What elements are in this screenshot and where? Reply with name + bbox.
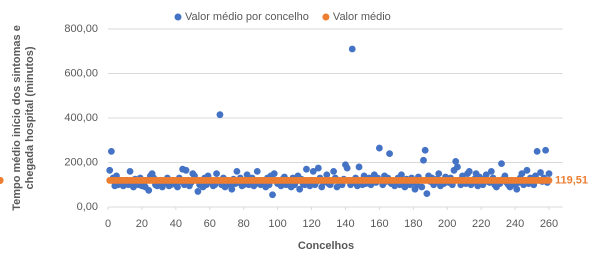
- x-tick-label: 140: [336, 218, 354, 230]
- y-axis-title-line: Tempo médio início dos sintomas e: [11, 25, 23, 211]
- point: [518, 170, 526, 178]
- point: [221, 183, 229, 191]
- point: [423, 190, 431, 198]
- point: [233, 168, 241, 175]
- point: [542, 146, 550, 154]
- point: [435, 170, 443, 178]
- x-tick-label: 160: [370, 218, 388, 230]
- x-tick-label: 180: [404, 218, 422, 230]
- x-tick-label: 80: [238, 218, 250, 230]
- point: [343, 164, 351, 172]
- point: [107, 147, 115, 155]
- point: [145, 186, 153, 194]
- point: [126, 168, 134, 175]
- annotation: 119,51: [555, 174, 588, 186]
- y-tick-label: 400,00: [64, 112, 98, 124]
- x-tick-label: 60: [204, 218, 216, 230]
- point: [421, 146, 429, 154]
- x-tick-label: 260: [540, 218, 558, 230]
- point: [487, 168, 495, 175]
- point: [330, 168, 337, 175]
- point: [482, 171, 490, 179]
- x-tick-label: 220: [472, 218, 490, 230]
- x-tick-label: 0: [105, 218, 111, 230]
- point: [106, 166, 114, 174]
- point: [355, 163, 363, 171]
- point: [533, 147, 541, 155]
- y-tick-label: 600,00: [64, 67, 98, 79]
- point: [269, 191, 276, 199]
- point: [465, 168, 473, 175]
- point: [182, 166, 190, 174]
- point: [253, 168, 261, 175]
- point: [296, 185, 304, 193]
- y-axis-title: Tempo médio início dos sintomas e chegad…: [11, 25, 36, 211]
- point: [523, 166, 531, 174]
- point: [398, 171, 405, 179]
- y-tick-label: 0,00: [77, 201, 98, 213]
- point: [454, 163, 461, 171]
- point: [498, 160, 505, 168]
- point: [452, 157, 460, 165]
- x-tick-label: 120: [302, 218, 320, 230]
- point: [545, 177, 553, 184]
- y-tick-label: 800,00: [64, 23, 98, 35]
- x-tick-label: 40: [170, 218, 182, 230]
- point: [386, 150, 393, 158]
- point: [216, 111, 224, 119]
- y-tick-label: 200,00: [64, 156, 98, 168]
- series: [106, 45, 553, 199]
- point: [401, 183, 409, 191]
- legend-label: Valor médio: [333, 11, 391, 23]
- point: [194, 188, 202, 195]
- point: [213, 170, 220, 178]
- point: [506, 183, 514, 191]
- point: [0, 177, 4, 184]
- point: [391, 182, 399, 190]
- x-tick-label: 200: [438, 218, 456, 230]
- x-tick-label: 20: [136, 218, 148, 230]
- point: [420, 156, 427, 164]
- point: [270, 170, 278, 178]
- point: [228, 185, 236, 193]
- point: [537, 169, 544, 176]
- series: [0, 177, 553, 184]
- point: [314, 164, 322, 172]
- point: [375, 144, 383, 152]
- point: [277, 182, 285, 190]
- point: [303, 165, 310, 173]
- point: [513, 185, 521, 193]
- legend-marker: [322, 13, 330, 21]
- point: [353, 182, 361, 190]
- point: [174, 183, 181, 191]
- legend: Valor médio por concelho Valor médio: [174, 11, 391, 23]
- legend-label: Valor médio por concelho: [185, 11, 309, 23]
- y-axis-title-line: chegada hospital (minutos): [24, 46, 36, 189]
- legend-marker: [174, 13, 182, 21]
- x-axis-title: Concelhos: [298, 240, 354, 252]
- point: [545, 170, 553, 178]
- point: [323, 171, 331, 179]
- x-tick-label: 100: [268, 218, 286, 230]
- point: [306, 182, 314, 190]
- point: [418, 183, 426, 191]
- point: [348, 45, 356, 53]
- x-tick-label: 240: [506, 218, 524, 230]
- point: [309, 168, 317, 175]
- point: [243, 171, 251, 179]
